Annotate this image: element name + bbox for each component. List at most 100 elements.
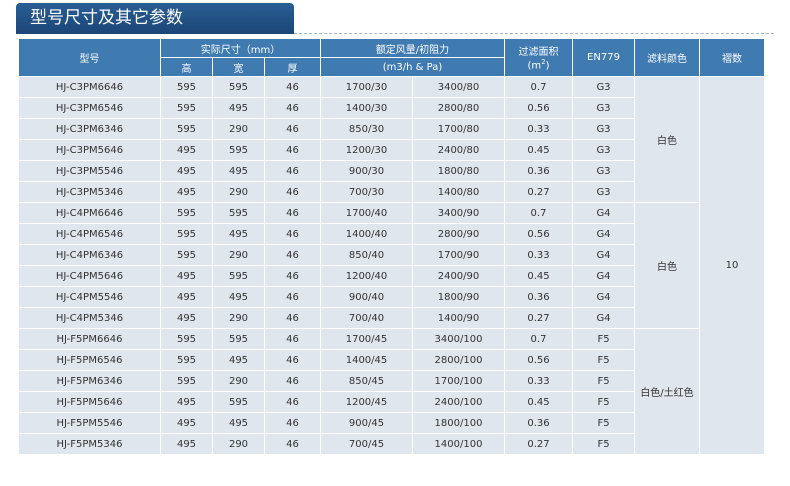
area-cell: 0.33 xyxy=(504,118,573,140)
width-cell: 595 xyxy=(212,265,265,287)
depth-cell: 46 xyxy=(264,97,321,119)
depth-cell: 46 xyxy=(264,118,321,140)
airflow-rated-cell: 850/40 xyxy=(320,244,413,266)
en779-cell: G3 xyxy=(572,181,635,203)
airflow-final-cell: 3400/90 xyxy=(412,202,505,224)
airflow-final-cell: 2400/80 xyxy=(412,139,505,161)
pleats-cell: 10 xyxy=(699,76,765,455)
en779-cell: G4 xyxy=(572,307,635,329)
table-row: HJ-C3PM6346 595 290 46 850/30 1700/80 0.33 G3 xyxy=(18,118,765,140)
area-cell: 0.36 xyxy=(504,286,573,308)
area-cell: 0.27 xyxy=(504,181,573,203)
table-row: HJ-C3PM5646 495 595 46 1200/30 2400/80 0.45 G3 xyxy=(18,139,765,161)
table-row: HJ-C4PM5346 495 290 46 700/40 1400/90 0.27 G4 xyxy=(18,307,765,329)
model-cell: HJ-C3PM5346 xyxy=(18,181,161,203)
table-row: HJ-C4PM6646 595 595 46 1700/40 3400/90 0.7 G4 白色 xyxy=(18,202,765,329)
header-area-sup: 2 xyxy=(541,58,546,67)
height-cell: 595 xyxy=(160,223,213,245)
area-cell: 0.7 xyxy=(504,202,573,224)
height-cell: 495 xyxy=(160,391,213,413)
header-color: 滤料颜色 xyxy=(634,38,700,77)
airflow-rated-cell: 850/45 xyxy=(320,370,413,392)
airflow-final-cell: 1400/80 xyxy=(412,181,505,203)
height-cell: 595 xyxy=(160,97,213,119)
table-row: HJ-F5PM5346 495 290 46 700/45 1400/100 0.27 F5 xyxy=(18,433,765,455)
airflow-rated-cell: 1200/45 xyxy=(320,391,413,413)
header-pleats: 褶数 xyxy=(699,38,765,77)
en779-cell: G4 xyxy=(572,286,635,308)
en779-cell: G3 xyxy=(572,76,635,98)
width-cell: 495 xyxy=(212,412,265,434)
height-cell: 495 xyxy=(160,139,213,161)
width-cell: 290 xyxy=(212,433,265,455)
airflow-final-cell: 2800/90 xyxy=(412,223,505,245)
airflow-final-cell: 1700/80 xyxy=(412,118,505,140)
airflow-final-cell: 2400/100 xyxy=(412,391,505,413)
section-title: 型号尺寸及其它参数 xyxy=(16,3,294,34)
filter-color-cell: 白色 xyxy=(634,76,700,203)
width-cell: 495 xyxy=(212,223,265,245)
en779-cell: F5 xyxy=(572,349,635,371)
depth-cell: 46 xyxy=(264,160,321,182)
filter-color-cell: 白色 xyxy=(634,202,700,329)
depth-cell: 46 xyxy=(264,349,321,371)
area-cell: 0.36 xyxy=(504,412,573,434)
en779-cell: F5 xyxy=(572,412,635,434)
en779-cell: G3 xyxy=(572,160,635,182)
filter-color-cell: 白色/土红色 xyxy=(634,328,700,455)
model-cell: HJ-C3PM6346 xyxy=(18,118,161,140)
model-cell: HJ-C3PM5546 xyxy=(18,160,161,182)
area-cell: 0.56 xyxy=(504,97,573,119)
model-cell: HJ-C4PM6346 xyxy=(18,244,161,266)
model-cell: HJ-F5PM5346 xyxy=(18,433,161,455)
en779-cell: G3 xyxy=(572,118,635,140)
en779-cell: G4 xyxy=(572,202,635,224)
area-cell: 0.45 xyxy=(504,391,573,413)
height-cell: 595 xyxy=(160,328,213,350)
airflow-rated-cell: 850/30 xyxy=(320,118,413,140)
area-cell: 0.33 xyxy=(504,244,573,266)
header-airflow-label: 额定风量/初阻力 xyxy=(375,44,450,56)
airflow-final-cell: 1800/80 xyxy=(412,160,505,182)
area-cell: 0.27 xyxy=(504,433,573,455)
table-row: HJ-F5PM6346 595 290 46 850/45 1700/100 0.33 F5 xyxy=(18,370,765,392)
airflow-rated-cell: 1200/30 xyxy=(320,139,413,161)
width-cell: 495 xyxy=(212,160,265,182)
airflow-rated-cell: 1700/40 xyxy=(320,202,413,224)
area-cell: 0.45 xyxy=(504,139,573,161)
header-area-unit: (m xyxy=(527,60,542,72)
model-cell: HJ-F5PM6646 xyxy=(18,328,161,350)
model-cell: HJ-C4PM5346 xyxy=(18,307,161,329)
height-cell: 495 xyxy=(160,181,213,203)
en779-cell: G3 xyxy=(572,97,635,119)
airflow-final-cell: 3400/80 xyxy=(412,76,505,98)
airflow-rated-cell: 1400/45 xyxy=(320,349,413,371)
airflow-final-cell: 2400/90 xyxy=(412,265,505,287)
area-cell: 0.56 xyxy=(504,223,573,245)
depth-cell: 46 xyxy=(264,433,321,455)
header-en779: EN779 xyxy=(572,38,635,77)
width-cell: 495 xyxy=(212,286,265,308)
width-cell: 290 xyxy=(212,370,265,392)
area-cell: 0.27 xyxy=(504,307,573,329)
model-cell: HJ-C3PM6546 xyxy=(18,97,161,119)
height-cell: 595 xyxy=(160,202,213,224)
height-cell: 495 xyxy=(160,412,213,434)
airflow-rated-cell: 900/30 xyxy=(320,160,413,182)
airflow-rated-cell: 900/40 xyxy=(320,286,413,308)
en779-cell: G4 xyxy=(572,223,635,245)
model-cell: HJ-F5PM5646 xyxy=(18,391,161,413)
airflow-final-cell: 1700/90 xyxy=(412,244,505,266)
header-depth: 厚 xyxy=(264,57,321,77)
airflow-final-cell: 2800/80 xyxy=(412,97,505,119)
model-cell: HJ-C3PM5646 xyxy=(18,139,161,161)
table-row: HJ-C3PM6646 595 595 46 1700/30 3400/80 0.7 G3 白色… xyxy=(18,76,765,455)
airflow-final-cell: 1800/100 xyxy=(412,412,505,434)
table-row: HJ-F5PM6546 595 495 46 1400/45 2800/100 0.56 F5 xyxy=(18,349,765,371)
airflow-final-cell: 3400/100 xyxy=(412,328,505,350)
airflow-rated-cell: 1400/30 xyxy=(320,97,413,119)
airflow-final-cell: 1400/100 xyxy=(412,433,505,455)
width-cell: 495 xyxy=(212,349,265,371)
en779-cell: F5 xyxy=(572,391,635,413)
area-cell: 0.45 xyxy=(504,265,573,287)
